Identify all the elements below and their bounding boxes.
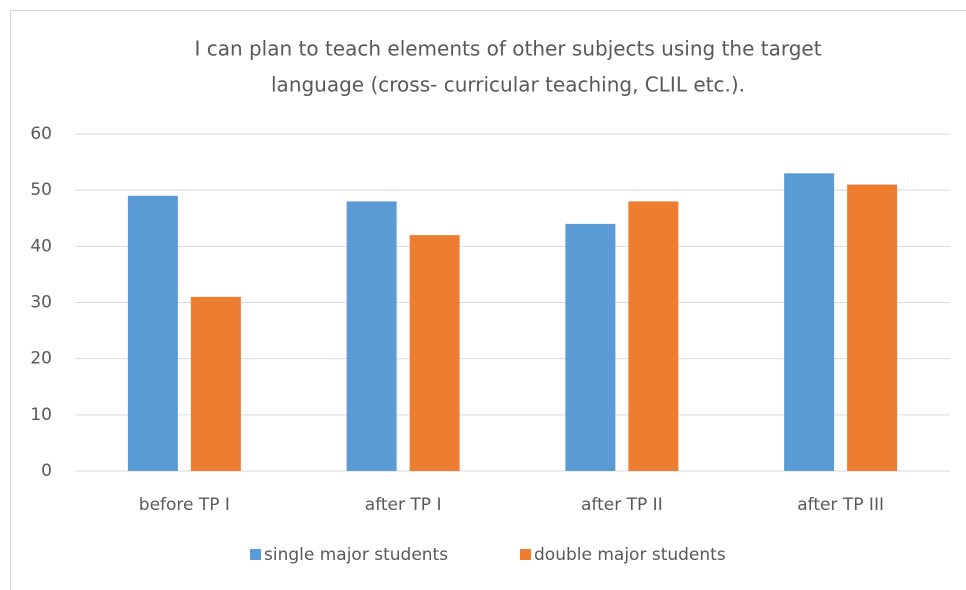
x-tick-label: before TP I: [139, 495, 230, 515]
y-tick-label: 60: [30, 124, 52, 144]
bar: [409, 235, 460, 471]
x-tick-label: after TP I: [365, 495, 442, 515]
y-tick-label: 50: [30, 180, 52, 200]
legend-label: single major students: [264, 545, 448, 565]
legend-swatch: [520, 549, 531, 560]
bar: [784, 173, 835, 472]
x-tick-label: after TP II: [581, 495, 663, 515]
legend-swatch: [250, 549, 261, 560]
chart-title: language (cross- curricular teaching, CL…: [271, 73, 745, 97]
x-tick-label: after TP III: [797, 495, 884, 515]
bar: [628, 201, 679, 471]
bar: [565, 223, 616, 471]
bar: [847, 184, 898, 472]
y-tick-label: 10: [30, 405, 52, 425]
legend-label: double major students: [534, 545, 726, 565]
y-tick-label: 0: [41, 461, 52, 481]
chart-title: I can plan to teach elements of other su…: [194, 37, 821, 61]
y-tick-label: 20: [30, 349, 52, 369]
bar: [346, 201, 397, 471]
bar: [190, 296, 241, 471]
bar: [127, 195, 178, 472]
y-tick-label: 40: [30, 236, 52, 256]
y-tick-label: 30: [30, 293, 52, 313]
